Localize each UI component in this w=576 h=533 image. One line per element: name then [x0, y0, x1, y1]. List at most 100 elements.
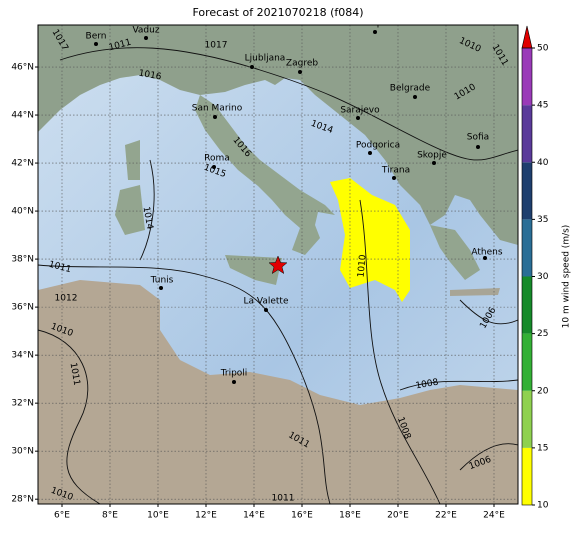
isobar [59, 47, 518, 161]
city-label: Bern [86, 32, 107, 42]
isobar [359, 199, 441, 504]
city-label: Podgorica [356, 141, 400, 151]
colorbar-tick-label: 50 [537, 44, 549, 54]
city-dot [144, 36, 148, 40]
x-tick-label: 18°E [339, 511, 361, 521]
isobar-label: 1011 [68, 362, 82, 386]
city-dot [432, 161, 436, 165]
map-area: Bern Vaduz Budapest Ljubljana Zagreb San Mari… [38, 19, 518, 504]
isobar [459, 299, 518, 325]
x-tick-label: 12°E [195, 511, 217, 521]
land-north [38, 25, 518, 245]
y-tick-label: 34°N [11, 351, 34, 361]
city-label: Athens [471, 248, 502, 258]
colorbar-segment [522, 162, 532, 220]
colorbar-tick-label: 40 [537, 158, 549, 168]
city-dot [159, 286, 163, 290]
city-label: Zagreb [286, 59, 318, 69]
city-dot [232, 380, 236, 384]
y-tick-label: 42°N [11, 159, 34, 169]
city-dot [476, 145, 480, 149]
colorbar-tick-label: 10 [537, 501, 549, 511]
isobar-label: 1010 [357, 254, 369, 278]
storm-marker [268, 255, 288, 275]
x-tick-label: 8°E [102, 511, 118, 521]
land-crete [450, 288, 500, 296]
colorbar-segment [522, 48, 532, 106]
colorbar-segment [522, 276, 532, 334]
x-tick-label: 20°E [387, 511, 409, 521]
map-frame [37, 24, 519, 505]
y-tick-label: 32°N [11, 399, 34, 409]
city-label: Tripoli [220, 369, 248, 379]
city-label: Budapest [354, 19, 397, 29]
city-label: Roma [204, 154, 230, 164]
city-label: Sarajevo [340, 106, 380, 116]
colorbar-segment [522, 447, 532, 505]
isobar [38, 329, 101, 504]
isobar [459, 443, 518, 471]
y-tick-label: 46°N [11, 63, 34, 73]
colorbar-tick-label: 15 [537, 443, 548, 453]
city-label: Tirana [381, 166, 410, 176]
land-corsica [125, 140, 140, 180]
isobar [399, 379, 518, 391]
y-tick-label: 30°N [11, 447, 34, 457]
land-sardinia [115, 185, 145, 235]
city-dot [392, 176, 396, 180]
city-dot [356, 116, 360, 120]
city-label: Skopje [417, 151, 447, 161]
city-dot [264, 308, 268, 312]
city-dot [413, 95, 417, 99]
city-dot [368, 151, 372, 155]
colorbar-tick-label: 45 [537, 101, 548, 111]
y-tick-label: 38°N [11, 255, 34, 265]
x-tick-label: 22°E [435, 511, 457, 521]
city-dot [373, 30, 377, 34]
land-sicily [225, 255, 282, 285]
y-tick-label: 40°N [11, 207, 34, 217]
y-tick-label: 44°N [11, 111, 34, 121]
colorbar-label: 10 m wind speed (m/s) [562, 225, 572, 329]
city-label: La Valette [244, 297, 289, 307]
city-label: Sofia [467, 133, 489, 143]
city-dot [94, 42, 98, 46]
x-tick-label: 10°E [147, 511, 169, 521]
city-dot [213, 115, 217, 119]
isobar-label: 1014 [141, 206, 155, 231]
city-dot [212, 165, 216, 169]
colorbar-segment [522, 105, 532, 163]
isobar-label: 1012 [55, 294, 78, 304]
city-dot [483, 256, 487, 260]
colorbar-tick-label: 35 [537, 215, 548, 225]
colorbar-extension [521, 25, 533, 49]
city-dot [250, 65, 254, 69]
colorbar-tick-label: 25 [537, 329, 548, 339]
y-tick-label: 28°N [11, 495, 34, 505]
city-label: Vaduz [132, 26, 159, 36]
colorbar-tick-label: 30 [537, 272, 549, 282]
isobar-label: 1011 [272, 494, 295, 504]
x-tick-label: 16°E [291, 511, 313, 521]
x-tick-label: 14°E [243, 511, 265, 521]
x-tick-label: 6°E [54, 511, 70, 521]
map-title: Forecast of 2021070218 (f084) [192, 6, 363, 19]
isobar-label: 1008 [415, 378, 440, 392]
city-dot [298, 70, 302, 74]
land-greece [430, 225, 480, 280]
city-label: Belgrade [390, 84, 431, 94]
colorbar-segment [522, 219, 532, 277]
city-label: Ljubljana [245, 54, 286, 64]
isobar-label: 1017 [205, 41, 228, 51]
colorbar-segment [522, 390, 532, 448]
colorbar-tick-label: 20 [537, 386, 549, 396]
land-italy [195, 95, 335, 255]
colorbar-segment [522, 333, 532, 391]
y-tick-label: 36°N [11, 303, 34, 313]
isobar [139, 159, 155, 261]
city-label: San Marino [192, 104, 243, 114]
isobar-label: 1016 [138, 69, 163, 83]
x-tick-label: 24°E [483, 511, 505, 521]
city-label: Tunis [150, 276, 174, 286]
